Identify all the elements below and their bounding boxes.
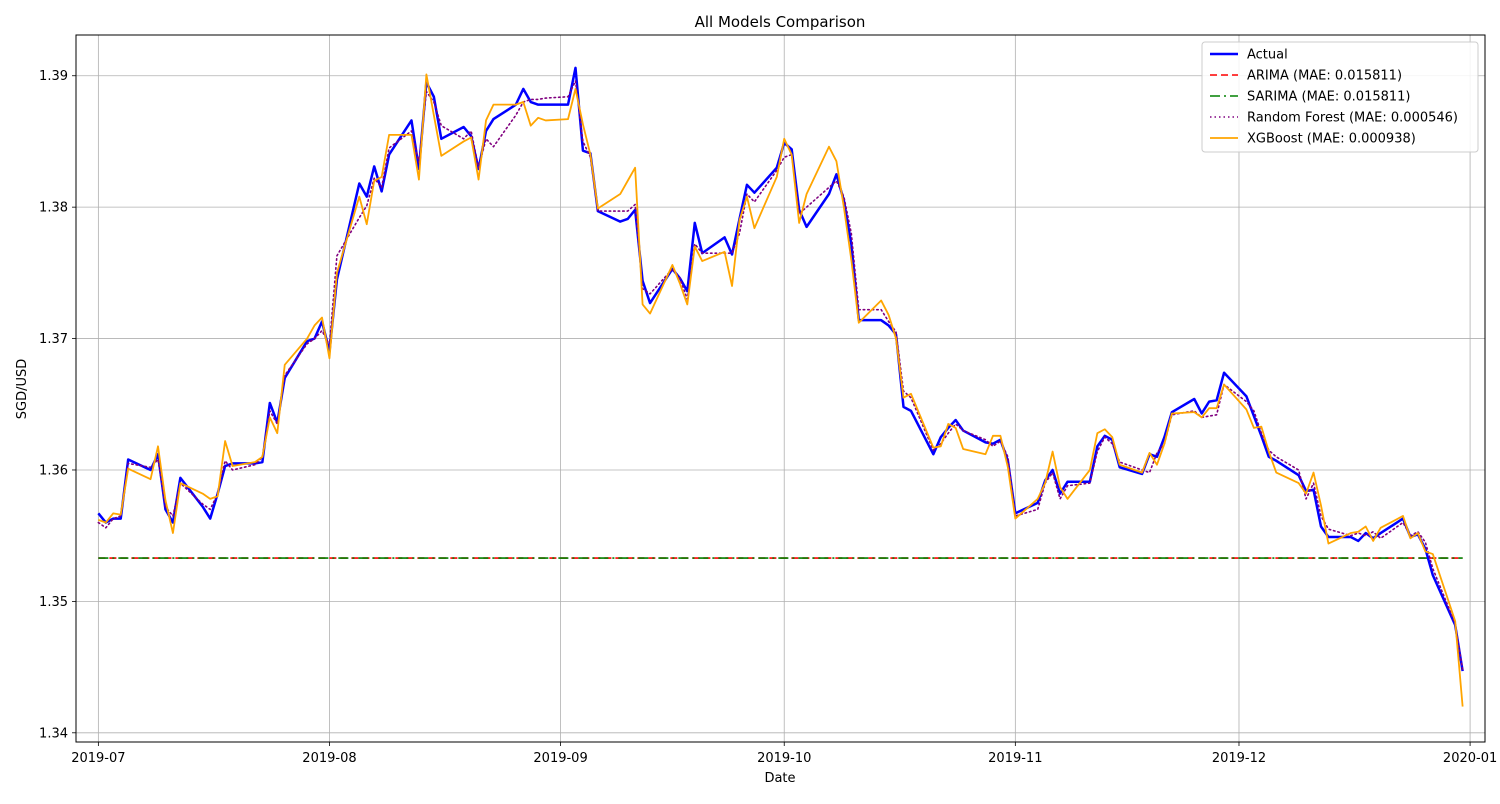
series-line-xgboost	[98, 73, 1464, 707]
y-tick-label: 1.38	[39, 201, 68, 216]
x-tick-label: 2019-09	[533, 751, 587, 766]
y-tick-label: 1.37	[39, 332, 68, 347]
y-tick-label: 1.35	[39, 595, 68, 610]
legend-label: Random Forest (MAE: 0.000546)	[1247, 111, 1458, 126]
axes: 2019-07 2019-08 2019-09 2019-10 2019-11 2019-…	[39, 69, 1497, 766]
y-tick-label: 1.34	[39, 726, 68, 741]
x-tick-label: 2019-12	[1212, 751, 1266, 766]
y-tick-label: 1.36	[39, 463, 68, 478]
legend-label: SARIMA (MAE: 0.015811)	[1247, 90, 1411, 105]
y-tick-label: 1.39	[39, 69, 68, 84]
x-tick-label: 2019-08	[302, 751, 356, 766]
plot-frame	[75, 34, 1486, 743]
x-tick-label: 2019-07	[71, 751, 125, 766]
x-tick-label: 2020-01	[1443, 751, 1497, 766]
series-lines	[97, 66, 1464, 707]
x-tick-label: 2019-11	[988, 751, 1042, 766]
legend-label: Actual	[1247, 48, 1288, 63]
y-axis-label: SGD/USD	[15, 359, 30, 420]
x-tick-label: 2019-10	[757, 751, 811, 766]
legend: Actual ARIMA (MAE: 0.015811) SARIMA (MAE: …	[1201, 41, 1479, 153]
legend-label: ARIMA (MAE: 0.015811)	[1247, 69, 1402, 84]
chart-title: All Models Comparison	[695, 13, 866, 31]
legend-label: XGBoost (MAE: 0.000938)	[1247, 132, 1416, 147]
x-axis-label: Date	[764, 771, 795, 786]
legend-box	[1201, 41, 1479, 153]
